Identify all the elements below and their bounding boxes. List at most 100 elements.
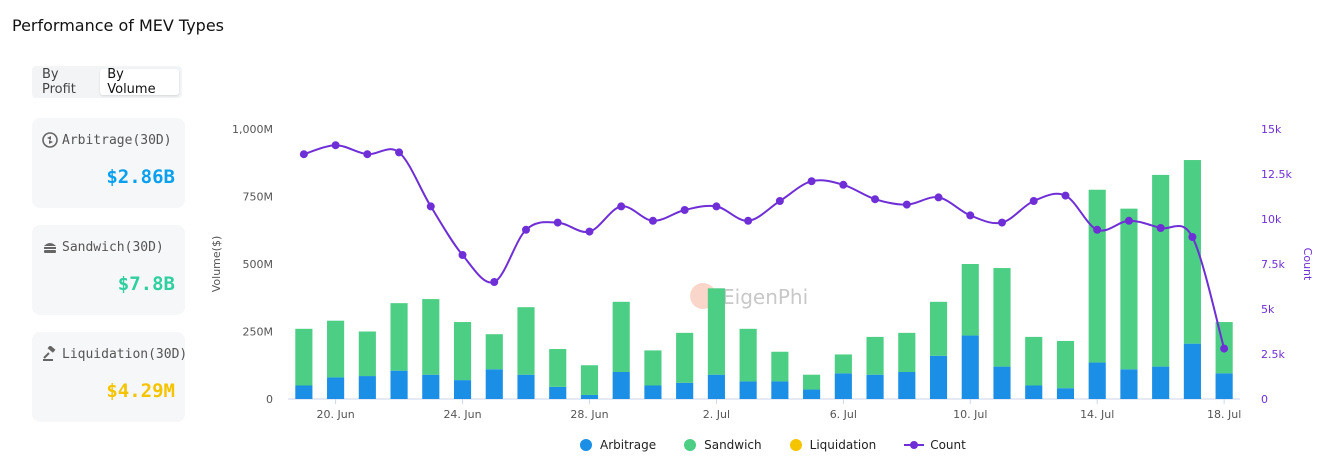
bar-sandwich	[1120, 208, 1138, 370]
x-tick-label: 6. Jul	[830, 408, 857, 421]
count-point	[712, 202, 721, 211]
legend-sandwich-marker	[684, 439, 697, 451]
count-point	[775, 197, 784, 205]
bar-sandwich	[834, 354, 852, 374]
count-line	[303, 144, 1226, 349]
by-volume-tab[interactable]: By Volume	[100, 67, 179, 97]
bar-arbitrage	[612, 372, 630, 399]
count-point	[1156, 224, 1165, 232]
bar-sandwich	[1025, 336, 1043, 386]
count-point	[966, 211, 975, 220]
count-point	[680, 206, 689, 214]
bar-sandwich	[485, 334, 503, 370]
count-point	[1093, 225, 1102, 234]
page-title: Performance of MEV Types	[12, 16, 225, 35]
y-tick-label-right: 7.5k	[1261, 258, 1285, 271]
legend-item-arbitrage[interactable]: Arbitrage	[580, 438, 656, 452]
legend-item-sandwich[interactable]: Sandwich	[684, 438, 762, 452]
count-point	[1029, 197, 1038, 205]
sandwich-card: Sandwich(30D) $7.8B	[32, 225, 185, 315]
bar-arbitrage	[485, 369, 503, 399]
legend-sandwich-label: Sandwich	[704, 438, 762, 452]
bar-sandwich	[358, 331, 376, 377]
bar-arbitrage	[295, 385, 313, 399]
bar-arbitrage	[1088, 362, 1106, 399]
legend-arbitrage-marker	[580, 439, 592, 451]
bar-arbitrage	[453, 380, 472, 399]
bar-sandwich	[422, 299, 440, 375]
y-tick-label-right: 15k	[1261, 123, 1282, 136]
bar-sandwich	[771, 351, 789, 382]
bar-sandwich	[866, 336, 884, 375]
bar-sandwich	[1152, 174, 1170, 367]
legend-liquidation-marker	[789, 439, 802, 451]
bar-sandwich	[961, 264, 979, 336]
y-axis-title-left: Volume($)	[210, 236, 223, 293]
y-tick-label-right: 10k	[1261, 213, 1282, 226]
liquidation-label: Liquidation(30D)	[62, 346, 188, 362]
bar-sandwich	[707, 288, 725, 375]
count-point	[839, 180, 848, 189]
count-point	[807, 177, 816, 186]
bar-arbitrage	[739, 381, 757, 399]
eigenphi-watermark: EigenPhi	[690, 283, 808, 309]
watermark-text: EigenPhi	[722, 285, 808, 309]
y-tick-label-left: 0	[266, 393, 273, 406]
y-tick-label-right: 0	[1261, 393, 1268, 406]
bar-sandwich	[898, 332, 916, 372]
legend-item-count[interactable]: Count	[904, 438, 966, 452]
by-profit-tab[interactable]: By Profit	[42, 67, 76, 97]
arbitrage-icon	[42, 132, 58, 148]
count-point	[902, 200, 911, 209]
count-point	[648, 216, 657, 225]
bar-arbitrage	[707, 374, 725, 399]
bar-arbitrage	[327, 377, 345, 399]
liquidation-value: $4.29M	[106, 380, 175, 402]
count-point	[1188, 233, 1197, 241]
bar-arbitrage	[1120, 369, 1138, 399]
x-tick-label: 20. Jun	[317, 408, 355, 421]
bar-arbitrage	[1152, 366, 1170, 399]
bar-arbitrage	[644, 385, 662, 399]
count-point	[934, 193, 943, 202]
sandwich-label: Sandwich(30D)	[62, 239, 164, 255]
count-point	[426, 202, 435, 211]
bar-arbitrage	[422, 374, 440, 399]
count-point	[1061, 191, 1070, 200]
y-tick-label-left: 500M	[243, 258, 274, 271]
count-point	[299, 150, 308, 159]
bar-sandwich	[993, 268, 1011, 367]
arbitrage-value: $2.86B	[106, 166, 175, 188]
count-point	[363, 150, 372, 159]
bar-sandwich	[739, 328, 757, 382]
count-point	[1220, 344, 1229, 353]
bar-sandwich	[676, 332, 694, 383]
bar-arbitrage	[961, 335, 979, 399]
bar-arbitrage	[803, 389, 821, 399]
bar-arbitrage	[580, 394, 599, 399]
y-tick-label-left: 250M	[243, 326, 274, 339]
y-tick-label-right: 12.5k	[1261, 168, 1292, 181]
bar-sandwich	[612, 301, 630, 372]
count-point	[395, 148, 404, 157]
bar-sandwich	[295, 328, 313, 386]
x-tick-label: 2. Jul	[703, 408, 730, 421]
x-tick-label: 24. Jun	[443, 408, 481, 421]
count-point	[331, 141, 340, 150]
count-point	[1124, 216, 1133, 225]
legend-item-liquidation[interactable]: Liquidation	[789, 438, 876, 452]
bar-sandwich	[580, 365, 599, 395]
mev-volume-chart: EigenPhi 0 250M 500M 750M 1,000M 0 2.5k 5k 7.5k 10…	[210, 123, 1314, 421]
y-tick-label-left: 750M	[243, 191, 274, 204]
bar-arbitrage	[993, 366, 1011, 399]
bar-arbitrage	[1183, 343, 1201, 399]
bar-arbitrage	[834, 373, 852, 399]
count-point	[490, 278, 499, 286]
sandwich-value: $7.8B	[117, 273, 175, 295]
bar-arbitrage	[898, 372, 916, 399]
count-point	[585, 227, 594, 236]
count-point	[458, 251, 467, 259]
arbitrage-label: Arbitrage(30D)	[62, 132, 172, 148]
chart-legend: Arbitrage Sandwich Liquidation Count	[580, 438, 994, 452]
legend-count-label: Count	[930, 438, 966, 452]
